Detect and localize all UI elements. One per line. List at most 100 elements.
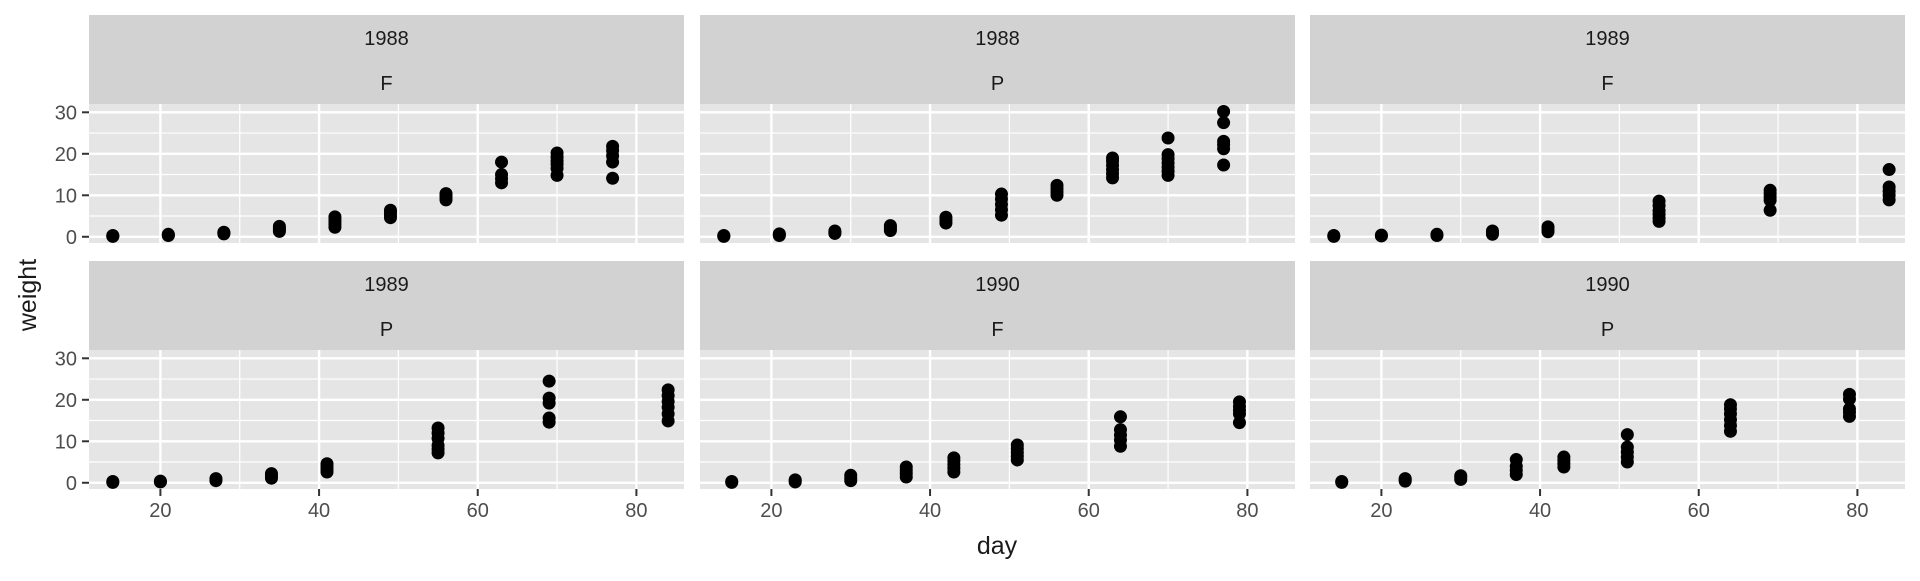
data-point bbox=[939, 210, 953, 224]
x-tick-label: 60 bbox=[1078, 500, 1100, 522]
x-tick-label: 20 bbox=[760, 500, 782, 522]
data-point bbox=[772, 227, 786, 241]
strip-label-year: 1989 bbox=[1585, 28, 1630, 50]
x-tick-label: 60 bbox=[1688, 500, 1710, 522]
y-tick-label: 20 bbox=[55, 390, 77, 412]
y-tick-label: 0 bbox=[66, 227, 77, 249]
facet-panels: 1988 F 0 10 20 30 1988 P 1989 F 1989 P 0 10 20 30 20 40 60… bbox=[55, 15, 1905, 522]
data-point bbox=[1882, 180, 1896, 194]
strip-label-group: F bbox=[991, 319, 1003, 341]
strip-label-group: P bbox=[991, 73, 1004, 95]
data-point bbox=[1541, 220, 1555, 234]
data-point bbox=[1217, 134, 1231, 148]
strip-label-group: F bbox=[1601, 73, 1613, 95]
data-point bbox=[264, 467, 278, 481]
strip-label-year: 1990 bbox=[1585, 274, 1630, 296]
facet-panel: 1989 P 0 10 20 30 20 40 60 80 bbox=[55, 261, 684, 522]
data-point bbox=[550, 146, 564, 160]
facet-panel: 1990 P 20 40 60 80 bbox=[1310, 261, 1905, 522]
strip-label-group: P bbox=[1601, 319, 1614, 341]
data-point bbox=[1050, 178, 1064, 192]
facet-strip bbox=[89, 15, 684, 104]
data-point bbox=[1161, 131, 1175, 145]
data-point bbox=[217, 225, 231, 239]
strip-label-group: P bbox=[380, 319, 393, 341]
data-point bbox=[1842, 387, 1856, 401]
x-tick-label: 80 bbox=[625, 500, 647, 522]
y-tick-label: 30 bbox=[55, 102, 77, 124]
y-tick-label: 0 bbox=[66, 473, 77, 495]
strip-label-year: 1989 bbox=[364, 274, 409, 296]
panel-background bbox=[1310, 104, 1905, 243]
data-point bbox=[106, 229, 120, 243]
data-point bbox=[1620, 428, 1634, 442]
data-point bbox=[947, 451, 961, 465]
facet-panel: 1990 F 20 40 60 80 bbox=[700, 261, 1295, 522]
data-point bbox=[161, 227, 175, 241]
data-point bbox=[725, 475, 739, 489]
data-point bbox=[1763, 183, 1777, 197]
x-tick-label: 20 bbox=[1370, 500, 1392, 522]
data-point bbox=[1217, 116, 1231, 130]
panel-background bbox=[700, 350, 1295, 489]
data-point bbox=[606, 139, 620, 153]
facet-strip bbox=[1310, 261, 1905, 350]
data-point bbox=[1374, 228, 1388, 242]
data-point bbox=[383, 203, 397, 217]
data-point bbox=[495, 168, 509, 182]
x-tick-label: 60 bbox=[467, 500, 489, 522]
data-point bbox=[1113, 423, 1127, 437]
data-point bbox=[1763, 203, 1777, 217]
facet-strip bbox=[89, 261, 684, 350]
panel-background bbox=[700, 104, 1295, 243]
data-point bbox=[1557, 450, 1571, 464]
facet-strip bbox=[700, 15, 1295, 104]
data-point bbox=[828, 224, 842, 238]
data-point bbox=[899, 460, 913, 474]
data-point bbox=[1620, 440, 1634, 454]
data-point bbox=[542, 374, 556, 388]
data-point bbox=[1398, 472, 1412, 486]
data-point bbox=[1161, 148, 1175, 162]
strip-label-year: 1988 bbox=[975, 28, 1020, 50]
data-point bbox=[1509, 453, 1523, 467]
data-point bbox=[1232, 395, 1246, 409]
data-point bbox=[1430, 227, 1444, 241]
data-point bbox=[1010, 438, 1024, 452]
facet-panel: 1988 F 0 10 20 30 bbox=[55, 15, 684, 249]
data-point bbox=[1113, 410, 1127, 424]
data-point bbox=[1454, 469, 1468, 483]
data-point bbox=[542, 391, 556, 405]
y-tick-label: 30 bbox=[55, 348, 77, 370]
data-point bbox=[717, 229, 731, 243]
data-point bbox=[1327, 229, 1341, 243]
panel-background bbox=[89, 350, 684, 489]
x-tick-label: 80 bbox=[1846, 500, 1868, 522]
panel-background bbox=[1310, 350, 1905, 489]
data-point bbox=[153, 474, 167, 488]
x-tick-label: 40 bbox=[1529, 500, 1551, 522]
data-point bbox=[844, 468, 858, 482]
facet-strip bbox=[1310, 15, 1905, 104]
facet-panel: 1988 P bbox=[700, 15, 1295, 243]
data-point bbox=[1723, 398, 1737, 412]
data-point bbox=[1217, 104, 1231, 118]
data-point bbox=[431, 421, 445, 435]
data-point bbox=[883, 219, 897, 233]
data-point bbox=[1335, 475, 1349, 489]
strip-label-year: 1988 bbox=[364, 28, 409, 50]
y-tick-label: 20 bbox=[55, 144, 77, 166]
data-point bbox=[1217, 158, 1231, 172]
x-axis-title: day bbox=[977, 532, 1018, 560]
data-point bbox=[106, 475, 120, 489]
y-axis-title: weight bbox=[14, 259, 42, 332]
y-tick-label: 10 bbox=[55, 431, 77, 453]
strip-label-group: F bbox=[380, 73, 392, 95]
data-point bbox=[542, 411, 556, 425]
y-tick-label: 10 bbox=[55, 185, 77, 207]
data-point bbox=[606, 171, 620, 185]
data-point bbox=[272, 219, 286, 233]
data-point bbox=[994, 187, 1008, 201]
